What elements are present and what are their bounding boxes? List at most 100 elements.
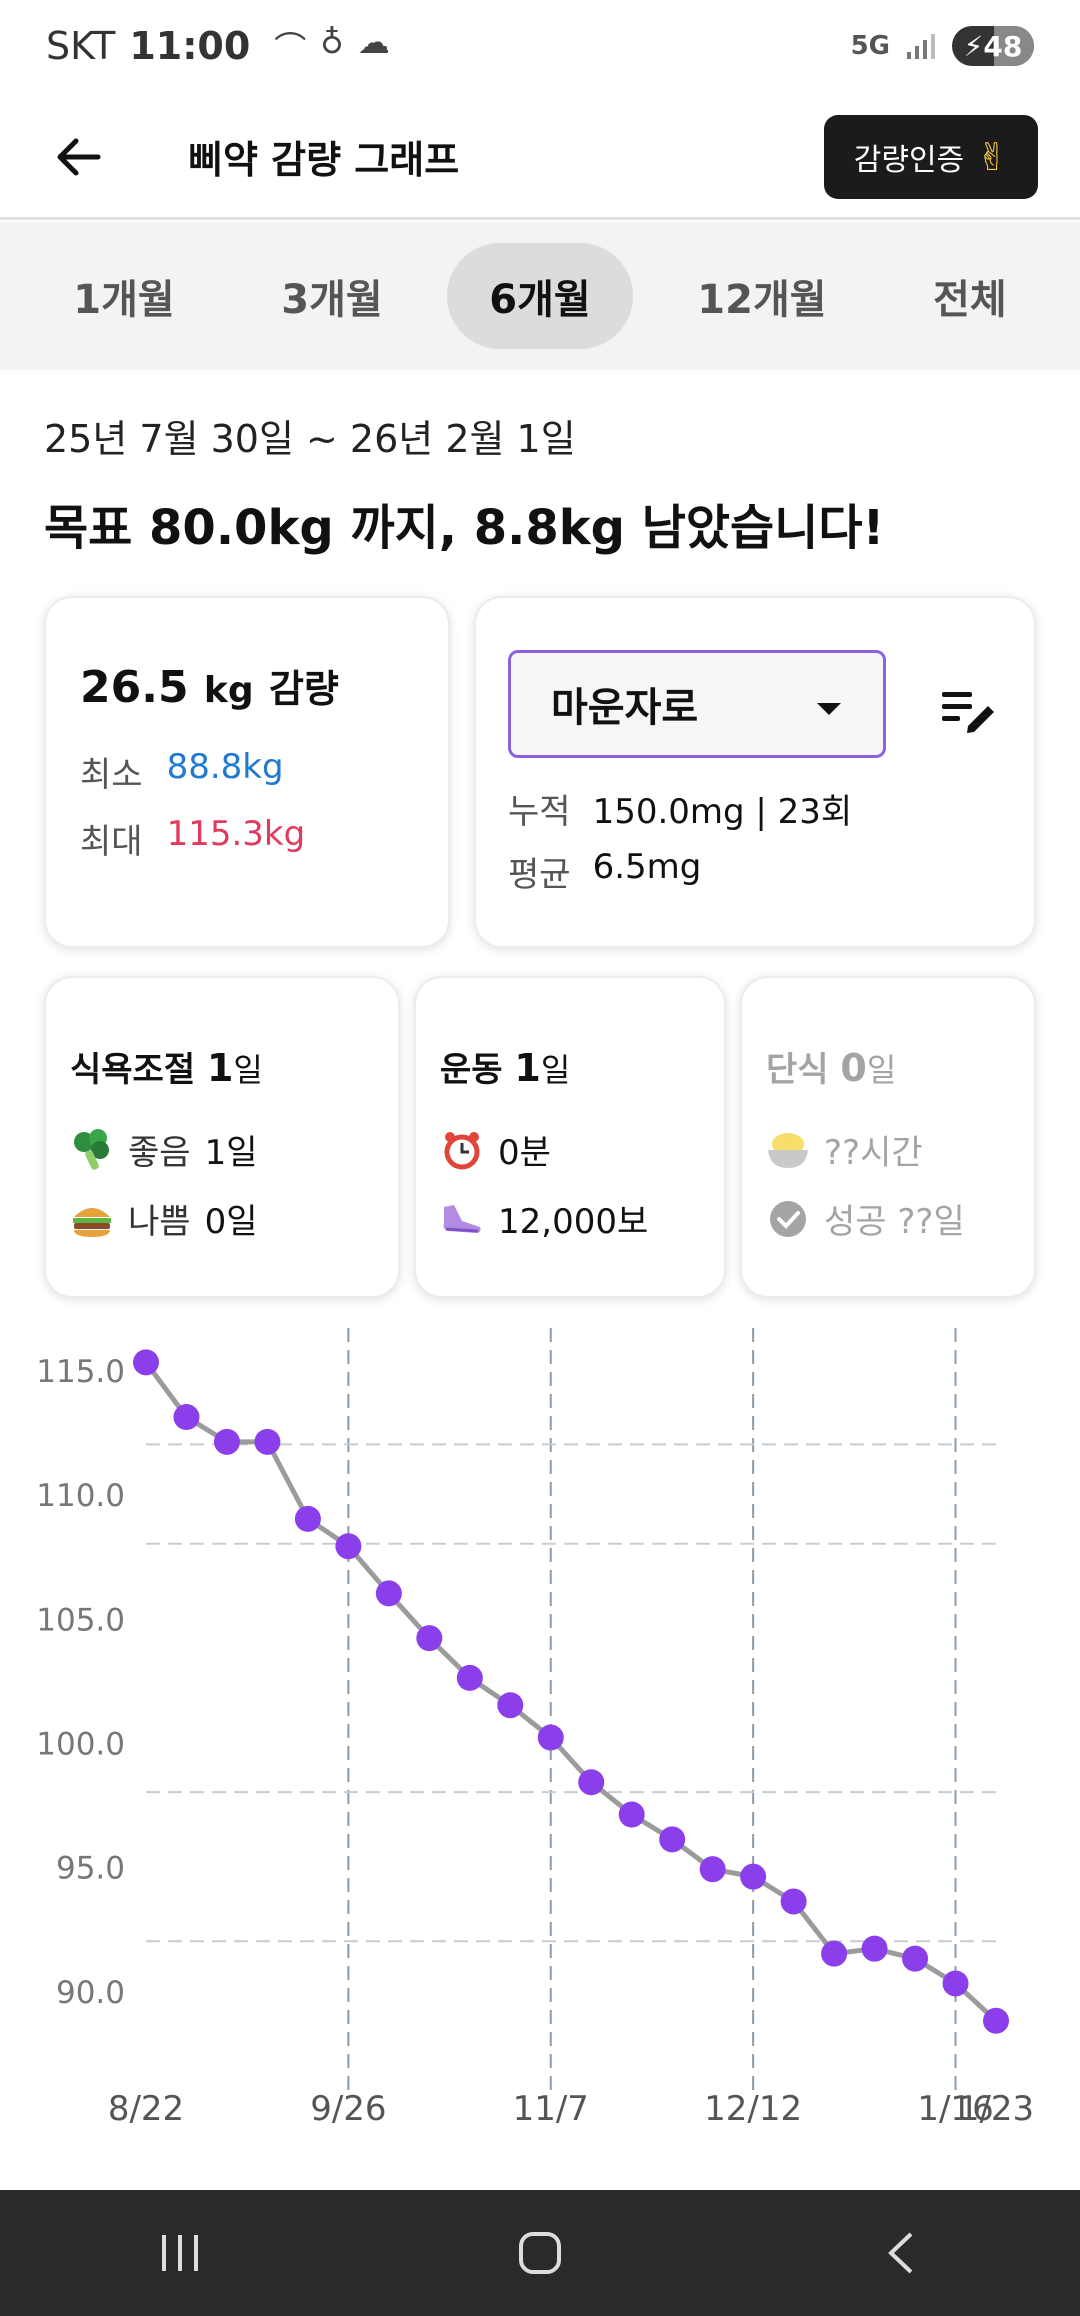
data-point[interactable] [416, 1625, 443, 1652]
exercise-time-value: 0분 [498, 1133, 551, 1173]
data-point[interactable] [861, 1935, 888, 1962]
home-icon [519, 2232, 561, 2274]
tab-12-months[interactable]: 12개월 [697, 277, 827, 323]
exercise-time-row: 0분 [440, 1125, 700, 1174]
fasting-title: 단식 0일 [766, 1042, 1010, 1091]
average-row: 평균 6.5mg [508, 847, 1002, 896]
fasting-success-row: 성공 ??일 [766, 1194, 1010, 1243]
clock: 11:00 [129, 24, 251, 68]
cumulative-value: 150.0mg | 23회 [592, 792, 853, 832]
medication-card: 마운자로 누적 150.0mg | 23회 평균 6.5mg [474, 596, 1036, 948]
tab-3-months[interactable]: 3개월 [281, 277, 383, 323]
broccoli-icon [70, 1128, 114, 1172]
recent-apps-button[interactable] [120, 2213, 240, 2293]
appetite-bad-label: 나쁨 [128, 1202, 191, 1242]
tab-all[interactable]: 전체 [933, 277, 1007, 323]
weight-loss-unit: kg [203, 670, 254, 711]
data-point[interactable] [983, 2007, 1009, 2034]
period-tabs: 1개월 3개월 6개월 12개월 전체 [0, 222, 1080, 370]
data-point[interactable] [618, 1801, 645, 1828]
shoe-icon: ⌒ [274, 29, 307, 67]
exercise-card[interactable]: 운동 1일 0분 12,000보 [414, 976, 726, 1298]
series-line [143, 1360, 998, 2023]
data-point[interactable] [213, 1428, 240, 1455]
fasting-unit: 일 [866, 1051, 897, 1089]
exercise-count: 1 [514, 1046, 541, 1090]
x-tick-label: 9/26 [310, 2089, 386, 2129]
data-point[interactable] [902, 1945, 929, 1972]
weight-summary-card: 26.5 kg 감량 최소 88.8kg 최대 115.3kg [44, 596, 450, 948]
network-label: 5G [850, 31, 890, 61]
data-point[interactable] [254, 1428, 281, 1455]
weight-loss-total: 26.5 kg 감량 [80, 658, 414, 713]
sneaker-icon [440, 1197, 484, 1241]
battery-indicator: ⚡ 48 [952, 26, 1034, 66]
data-point[interactable] [375, 1580, 402, 1607]
tab-6-months[interactable]: 6개월 [447, 243, 633, 349]
appetite-bad-row: 나쁨 0일 [70, 1194, 374, 1243]
medication-stats: 누적 150.0mg | 23회 평균 6.5mg [508, 784, 1002, 896]
signal-icon [907, 34, 935, 59]
data-point[interactable] [578, 1769, 605, 1796]
fasting-count: 0 [840, 1046, 867, 1090]
check-circle-icon [766, 1197, 810, 1241]
exercise-title: 운동 1일 [440, 1042, 700, 1091]
average-value: 6.5mg [592, 847, 702, 887]
appetite-title: 식욕조절 1일 [70, 1042, 374, 1091]
y-tick-label: 110.0 [36, 1478, 125, 1514]
min-weight-row: 최소 88.8kg [80, 747, 414, 796]
medication-select-value: 마운자로 [551, 685, 699, 731]
weight-chart: 90.0 95.0 100.0 105.0 110.0 115.0 8/22 9/26 11/7… [36, 1328, 1034, 2129]
edit-list-icon[interactable] [938, 680, 998, 740]
tab-1-month[interactable]: 1개월 [73, 277, 175, 323]
appetite-good-label: 좋음 [128, 1133, 191, 1173]
appetite-card[interactable]: 식욕조절 1일 좋음 1일 나쁨 0일 [44, 976, 400, 1298]
appetite-bad-value: 0일 [204, 1202, 258, 1242]
average-label: 평균 [508, 855, 571, 895]
y-tick-label: 105.0 [36, 1602, 125, 1638]
data-point[interactable] [294, 1505, 321, 1532]
arrow-left-icon [57, 138, 101, 175]
cert-button-label: 감량인증 [853, 142, 965, 178]
data-point[interactable] [942, 1970, 969, 1997]
app-header: 삐약 감량 그래프 감량인증 ✌ [0, 96, 1080, 220]
recent-apps-icon [162, 2235, 198, 2271]
home-button[interactable] [480, 2213, 600, 2293]
data-point[interactable] [821, 1940, 848, 1967]
data-point[interactable] [659, 1826, 686, 1853]
caret-down-icon [815, 681, 843, 727]
cert-button[interactable]: 감량인증 ✌ [823, 114, 1038, 199]
rice-bowl-icon [766, 1128, 810, 1172]
battery-level: 48 [983, 29, 1023, 63]
medication-select[interactable]: 마운자로 [508, 650, 886, 758]
x-tick-label: 1/23 [958, 2089, 1034, 2129]
system-back-button[interactable] [840, 2213, 960, 2293]
min-weight-value: 88.8kg [166, 747, 284, 787]
exercise-title-label: 운동 [440, 1050, 503, 1090]
cloud-icon: ☁ [357, 23, 390, 61]
date-range: 25년 7월 30일 ~ 26년 2월 1일 [44, 417, 576, 461]
appetite-unit: 일 [233, 1051, 263, 1089]
data-point[interactable] [335, 1533, 362, 1560]
appetite-count: 1 [206, 1046, 234, 1090]
figure-icon: ♁ [320, 23, 344, 61]
weight-loss-value: 26.5 [80, 662, 189, 713]
appetite-good-row: 좋음 1일 [70, 1125, 374, 1174]
y-tick-label: 90.0 [56, 1975, 125, 2011]
y-tick-label: 115.0 [36, 1354, 125, 1390]
data-point[interactable] [699, 1856, 726, 1883]
max-weight-label: 최대 [80, 822, 143, 862]
data-point[interactable] [133, 1349, 159, 1376]
data-point[interactable] [497, 1692, 524, 1719]
data-point[interactable] [740, 1863, 767, 1890]
back-button[interactable] [32, 111, 124, 203]
fasting-title-label: 단식 [766, 1050, 829, 1090]
burger-icon [70, 1197, 114, 1241]
data-point[interactable] [780, 1888, 807, 1915]
cumulative-label: 누적 [508, 792, 571, 832]
data-point[interactable] [173, 1404, 200, 1431]
data-point[interactable] [537, 1724, 564, 1751]
fasting-card[interactable]: 단식 0일 ??시간 성공 ??일 [740, 976, 1036, 1298]
data-point[interactable] [456, 1664, 483, 1691]
battery-icon: ⚡ [963, 29, 984, 63]
